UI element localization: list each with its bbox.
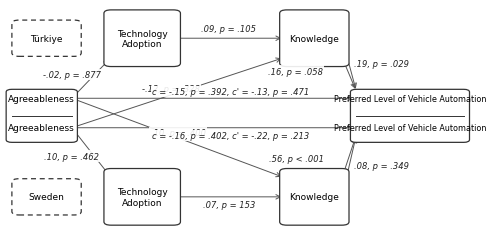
- Text: Technology
Adoption: Technology Adoption: [117, 187, 168, 207]
- Text: c = -.16, p = .402, c' = -.22, p = .213: c = -.16, p = .402, c' = -.22, p = .213: [152, 132, 310, 141]
- FancyBboxPatch shape: [6, 90, 78, 143]
- Text: .19, p = .029: .19, p = .029: [354, 59, 409, 68]
- Text: .56, p < .001: .56, p < .001: [269, 154, 324, 163]
- Text: Preferred Level of Vehicle Automation: Preferred Level of Vehicle Automation: [334, 124, 486, 133]
- Text: Knowledge: Knowledge: [290, 192, 340, 201]
- Text: Preferred Level of Vehicle Automation: Preferred Level of Vehicle Automation: [334, 94, 486, 103]
- Text: Agreeableness: Agreeableness: [8, 94, 75, 103]
- Text: Agreeableness: Agreeableness: [8, 124, 75, 133]
- Text: c = -.15, p = .392, c' = -.13, p = .471: c = -.15, p = .392, c' = -.13, p = .471: [152, 88, 310, 96]
- Text: Sweden: Sweden: [28, 192, 64, 201]
- Text: -.12, p = .328: -.12, p = .328: [142, 84, 200, 93]
- FancyBboxPatch shape: [104, 169, 180, 225]
- Text: .07, p = 153: .07, p = 153: [202, 200, 255, 209]
- Text: -.02, p = .877: -.02, p = .877: [43, 71, 101, 80]
- FancyBboxPatch shape: [12, 179, 81, 215]
- Text: .08, p = .349: .08, p = .349: [354, 161, 409, 170]
- FancyBboxPatch shape: [350, 90, 470, 143]
- Text: Knowledge: Knowledge: [290, 35, 340, 44]
- FancyBboxPatch shape: [280, 169, 349, 225]
- Text: .09, p = .105: .09, p = .105: [201, 25, 256, 33]
- Text: .16, p = .058: .16, p = .058: [268, 67, 322, 76]
- Text: .10, p = .400: .10, p = .400: [150, 128, 206, 137]
- FancyBboxPatch shape: [104, 11, 180, 67]
- FancyBboxPatch shape: [12, 21, 81, 57]
- Text: Türkiye: Türkiye: [30, 35, 63, 44]
- FancyBboxPatch shape: [280, 11, 349, 67]
- Text: Technology
Adoption: Technology Adoption: [117, 29, 168, 49]
- Text: .10, p = .462: .10, p = .462: [44, 152, 100, 161]
